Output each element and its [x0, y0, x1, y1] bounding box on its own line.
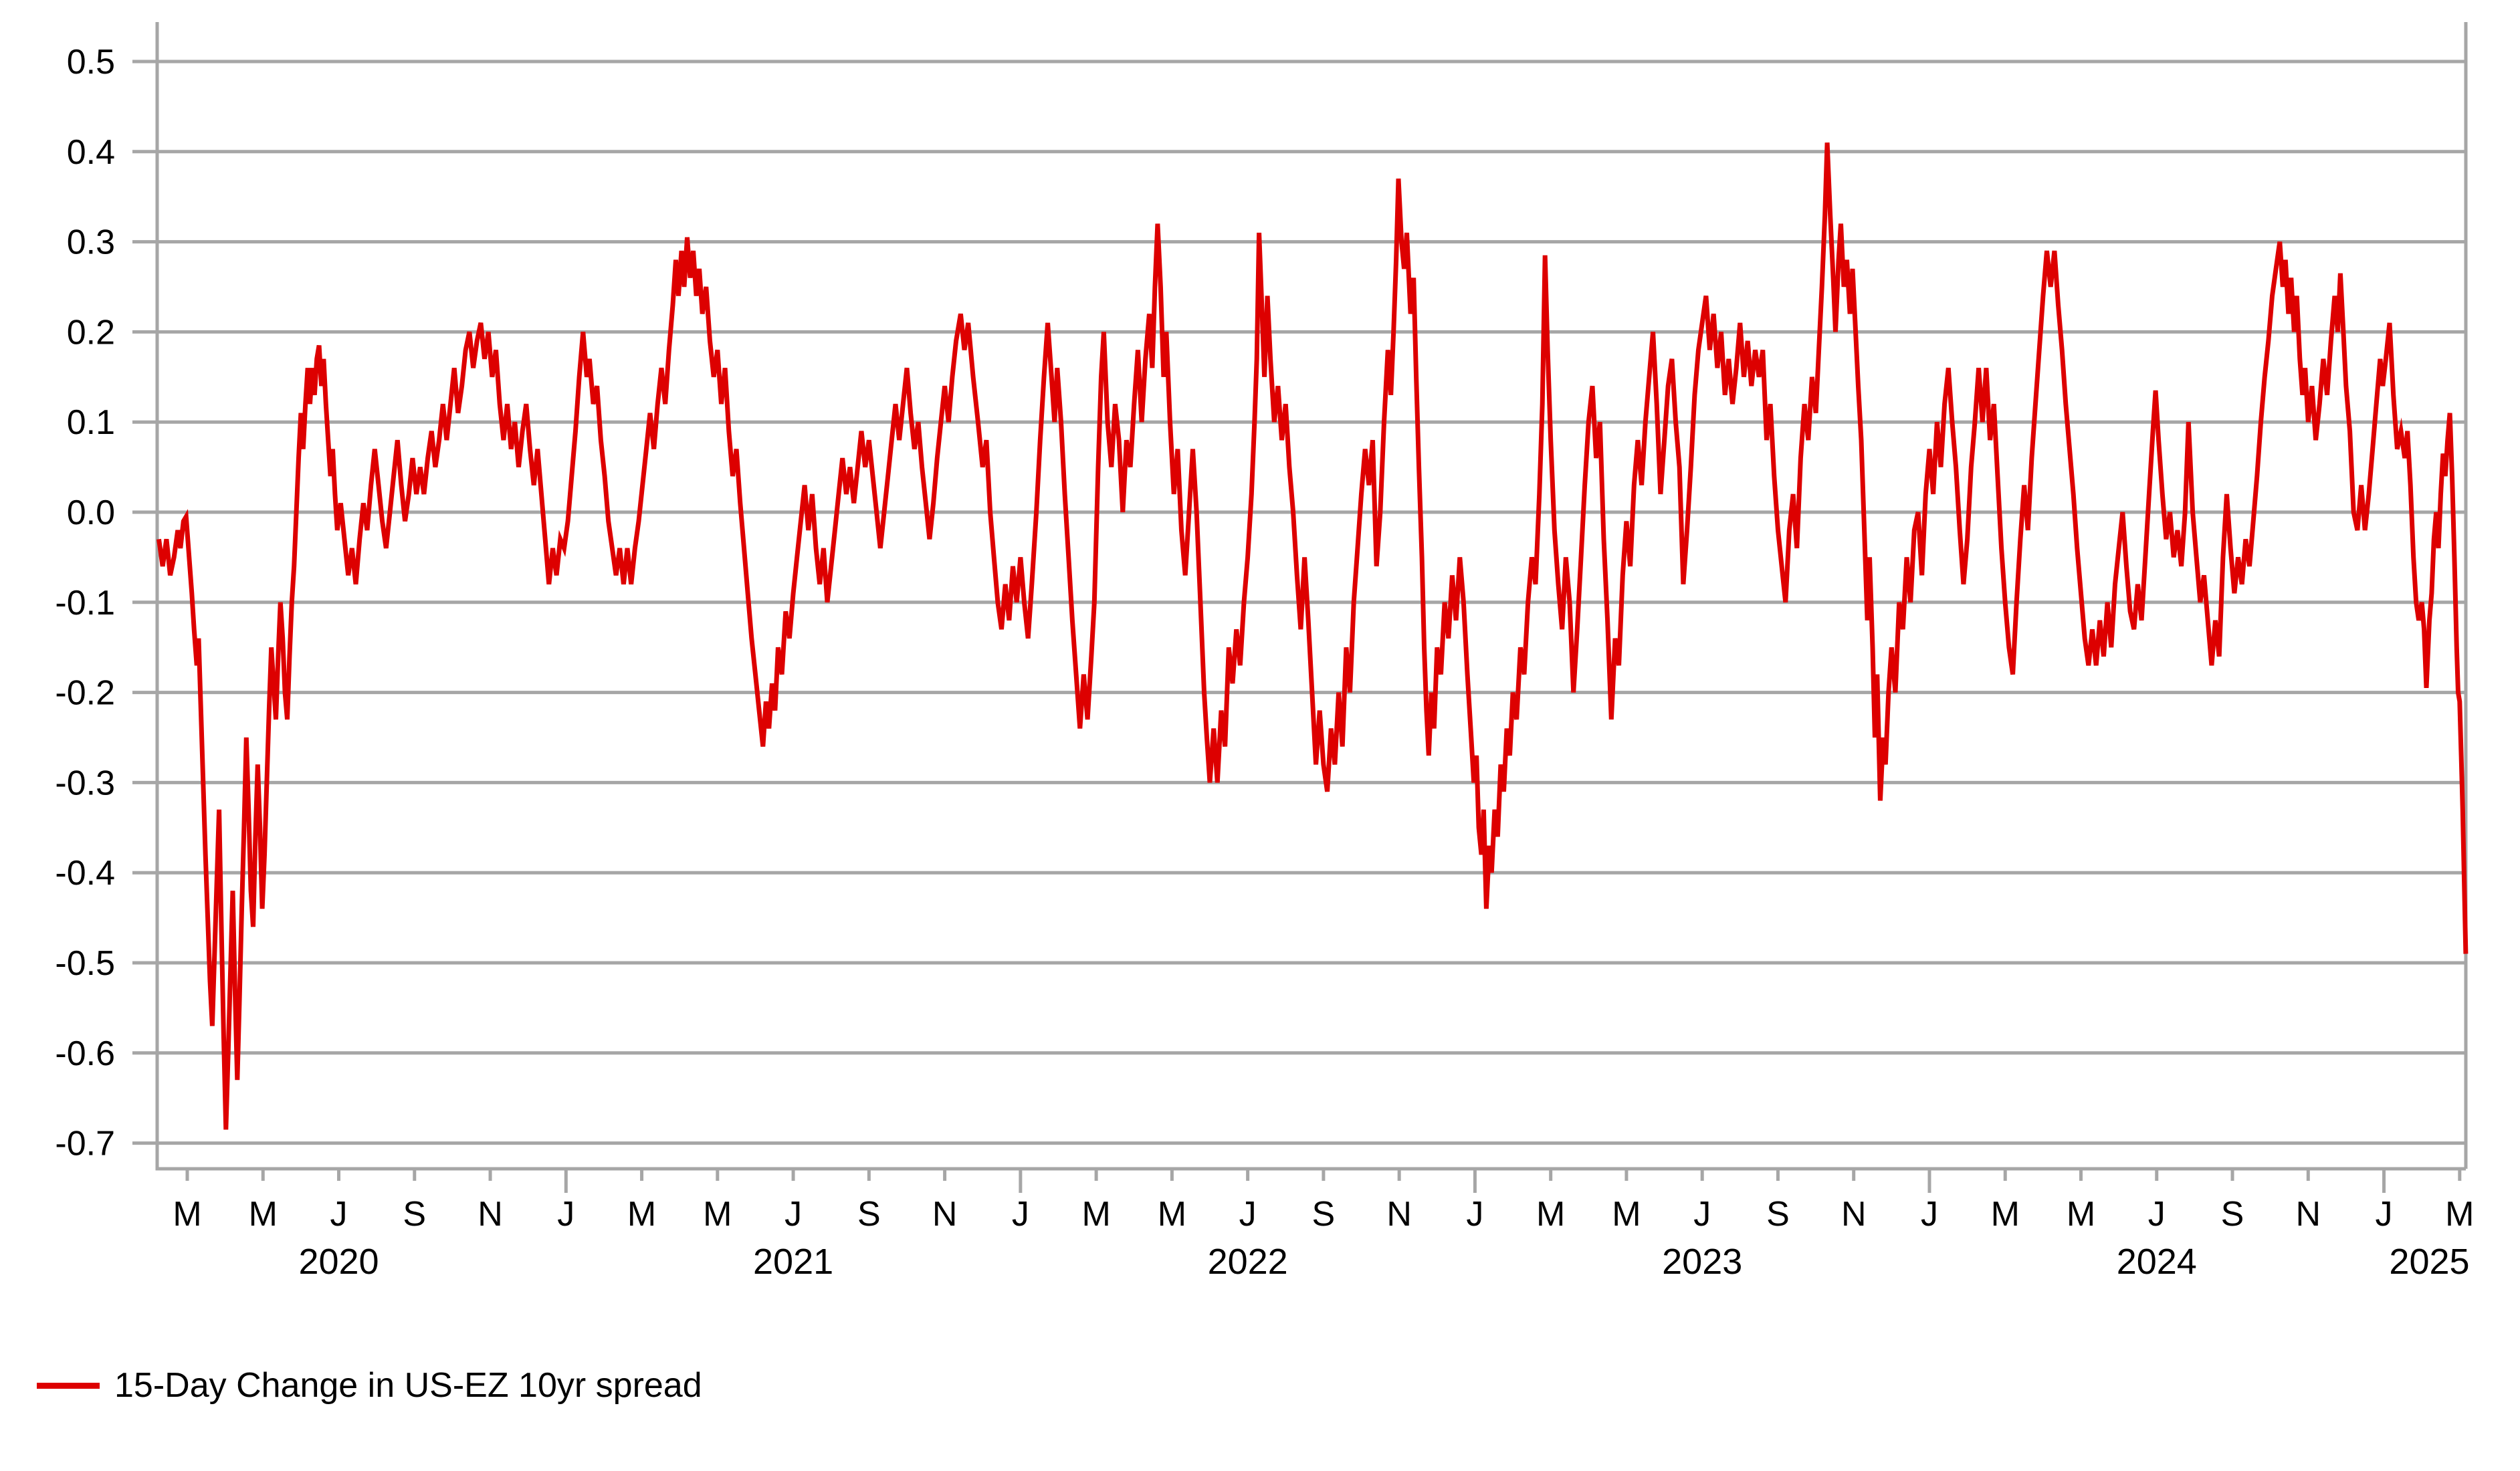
- month-label: J: [557, 1195, 574, 1234]
- month-label: N: [478, 1195, 503, 1234]
- y-tick-label: 0.2: [67, 313, 115, 352]
- legend-label: 15-Day Change in US-EZ 10yr spread: [114, 1366, 702, 1405]
- month-label: J: [2376, 1195, 2393, 1234]
- month-label: J: [330, 1195, 348, 1234]
- year-label: 2025: [2389, 1242, 2469, 1282]
- y-tick-label: -0.2: [55, 674, 115, 713]
- series-lines: [156, 142, 2469, 1130]
- month-label: M: [1612, 1195, 1641, 1234]
- y-tick-label: -0.4: [55, 854, 115, 893]
- month-label: S: [403, 1195, 426, 1234]
- y-tick-label: 0.1: [67, 403, 115, 442]
- y-tick-label: -0.3: [55, 764, 115, 802]
- month-label: J: [1693, 1195, 1711, 1234]
- year-label: 2022: [1208, 1242, 1288, 1282]
- y-tick-label: 0.3: [67, 223, 115, 262]
- month-label: J: [2148, 1195, 2166, 1234]
- month-label: M: [1158, 1195, 1186, 1234]
- month-label: J: [1921, 1195, 1938, 1234]
- month-label: J: [1012, 1195, 1029, 1234]
- axes: [155, 22, 2468, 1171]
- month-label: S: [2221, 1195, 2244, 1234]
- month-label: M: [249, 1195, 278, 1234]
- month-label: M: [173, 1195, 201, 1234]
- legend: 15-Day Change in US-EZ 10yr spread: [37, 1365, 702, 1405]
- month-label: N: [1841, 1195, 1867, 1234]
- month-label: M: [2445, 1195, 2474, 1234]
- month-label: S: [1766, 1195, 1790, 1234]
- month-label: S: [857, 1195, 881, 1234]
- month-label: N: [1386, 1195, 1412, 1234]
- month-label: M: [2067, 1195, 2095, 1234]
- month-label: J: [1466, 1195, 1483, 1234]
- y-tick-label: 0.5: [67, 43, 115, 82]
- month-label: M: [1991, 1195, 2020, 1234]
- month-label: M: [1081, 1195, 1110, 1234]
- y-tick-label: -0.6: [55, 1034, 115, 1073]
- month-label: S: [1312, 1195, 1336, 1234]
- month-label: M: [703, 1195, 732, 1234]
- axis-ticks: [132, 60, 2462, 1193]
- month-label: J: [1239, 1195, 1257, 1234]
- y-tick-label: 0.0: [67, 493, 115, 532]
- y-tick-label: -0.7: [55, 1125, 115, 1163]
- month-label: M: [1536, 1195, 1565, 1234]
- legend-line-swatch: [37, 1382, 100, 1389]
- month-label: J: [784, 1195, 802, 1234]
- y-tick-label: -0.5: [55, 944, 115, 983]
- year-label: 2021: [753, 1242, 833, 1282]
- axis-labels: 0.5 0.4 0.3 0.2 0.1 0.0 -0.1 -0.2 -0.3 -0.4 -0.5 -0…: [55, 43, 2474, 1282]
- year-label: 2020: [298, 1242, 379, 1282]
- year-label: 2024: [2117, 1242, 2197, 1282]
- y-tick-label: -0.1: [55, 584, 115, 623]
- month-label: M: [627, 1195, 656, 1234]
- year-label: 2023: [1662, 1242, 1742, 1282]
- month-label: N: [932, 1195, 958, 1234]
- gridlines: [157, 60, 2466, 1145]
- month-label: N: [2295, 1195, 2321, 1234]
- series-line: [156, 142, 2469, 1130]
- y-tick-label: 0.4: [67, 133, 115, 172]
